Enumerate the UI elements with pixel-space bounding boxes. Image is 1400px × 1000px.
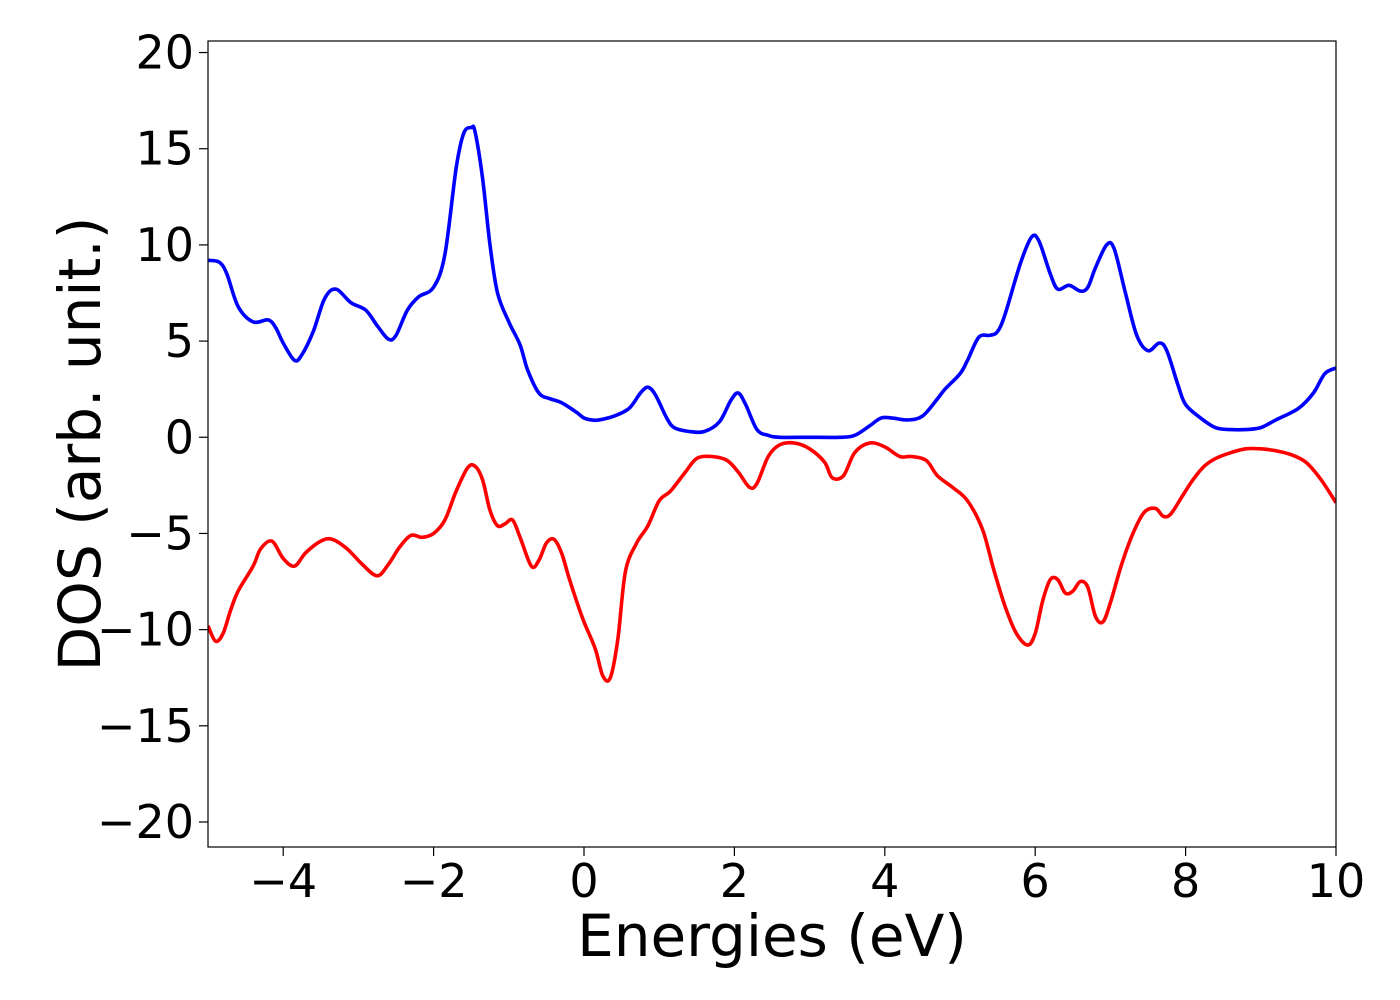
y-axis-title: DOS (arb. unit.) <box>46 217 114 672</box>
y-axis: 20 15 10 5 0 −5 −10 −15 −20 <box>97 26 208 849</box>
x-tick-label: 6 <box>1021 854 1050 908</box>
plot-frame <box>207 40 1337 848</box>
y-tick-label: 15 <box>135 122 194 176</box>
y-tick-label: −20 <box>97 795 194 849</box>
y-tick-label: 5 <box>165 314 194 368</box>
y-tick-label: −5 <box>126 506 194 560</box>
y-tick-label: −15 <box>97 699 194 753</box>
x-tick-label: −4 <box>249 854 317 908</box>
x-tick-label: 2 <box>720 854 749 908</box>
y-tick-label: 10 <box>135 218 194 272</box>
series-line-1 <box>208 124 1336 440</box>
x-tick-label: 8 <box>1171 854 1200 908</box>
y-tick-label: −10 <box>97 603 194 657</box>
x-axis-title: Energies (eV) <box>577 902 967 970</box>
series-layer <box>208 124 1336 683</box>
x-tick-label: −2 <box>400 854 468 908</box>
x-tick-label: 10 <box>1307 854 1366 908</box>
x-axis: −4 −2 0 2 4 6 8 10 <box>249 847 1365 908</box>
x-tick-label: 4 <box>870 854 899 908</box>
y-tick-label: 0 <box>165 410 194 464</box>
x-tick-label: 0 <box>569 854 598 908</box>
series-line-2 <box>208 440 1336 683</box>
y-tick-label: 20 <box>135 26 194 80</box>
